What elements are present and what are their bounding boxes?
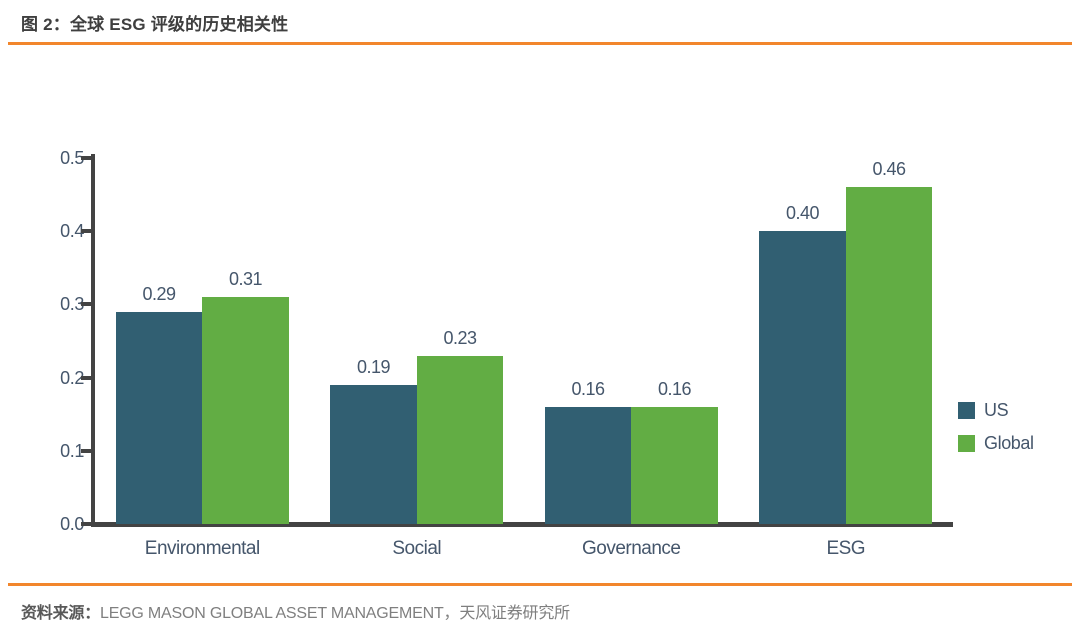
source-line: 资料来源：LEGG MASON GLOBAL ASSET MANAGEMENT，… — [21, 599, 570, 623]
y-tick-label: 0.1 — [60, 440, 84, 461]
x-category-label: Governance — [581, 538, 681, 559]
legend-label: US — [984, 400, 1009, 420]
bar-us-social — [330, 384, 417, 524]
legend: US Global — [958, 400, 1034, 466]
bar-value-label: 0.19 — [356, 356, 391, 377]
y-tick-mark — [81, 156, 92, 160]
legend-item-global: Global — [958, 433, 1034, 454]
bar-value-label: 0.29 — [142, 283, 176, 304]
y-axis-line — [91, 154, 95, 527]
top-divider — [8, 42, 1072, 45]
y-tick-label: 0.2 — [60, 367, 84, 388]
source-text: LEGG MASON GLOBAL ASSET MANAGEMENT，天风证券研… — [100, 605, 570, 622]
legend-label: Global — [984, 433, 1034, 453]
y-tick-mark — [81, 375, 92, 380]
x-axis-line — [91, 522, 953, 527]
bar-us-esg — [759, 231, 846, 524]
bar-us-environmental — [115, 311, 203, 524]
bar-value-label: 0.23 — [443, 327, 477, 348]
figure-title: 图 2：全球 ESG 评级的历史相关性 — [21, 15, 289, 34]
y-tick-mark — [81, 522, 92, 526]
x-category-label: Environmental — [144, 538, 260, 559]
x-category-label: Social — [392, 538, 442, 559]
bar-value-label: 0.16 — [657, 378, 692, 399]
bar-us-governance — [544, 406, 632, 524]
bar-global-esg — [845, 187, 933, 524]
bar-value-label: 0.31 — [228, 269, 263, 290]
y-tick-label: 0.4 — [60, 221, 84, 242]
y-tick-mark — [81, 448, 92, 453]
y-tick-label: 0.0 — [60, 514, 84, 534]
legend-swatch-us — [958, 402, 975, 419]
bottom-divider — [8, 583, 1072, 586]
y-tick-label: 0.3 — [60, 294, 84, 315]
y-tick-label: 0.5 — [60, 148, 84, 168]
bar-value-label: 0.40 — [785, 203, 820, 224]
bar-global-governance — [631, 406, 718, 524]
y-tick-mark — [81, 229, 92, 234]
bar-global-environmental — [202, 297, 289, 524]
legend-swatch-global — [958, 435, 975, 452]
bar-value-label: 0.16 — [571, 378, 605, 399]
x-category-label: ESG — [826, 538, 866, 559]
y-tick-mark — [81, 302, 92, 307]
legend-item-us: US — [958, 400, 1034, 421]
bar-global-social — [416, 355, 504, 524]
source-label: 资料来源： — [21, 605, 101, 622]
bar-value-label: 0.46 — [872, 159, 906, 180]
